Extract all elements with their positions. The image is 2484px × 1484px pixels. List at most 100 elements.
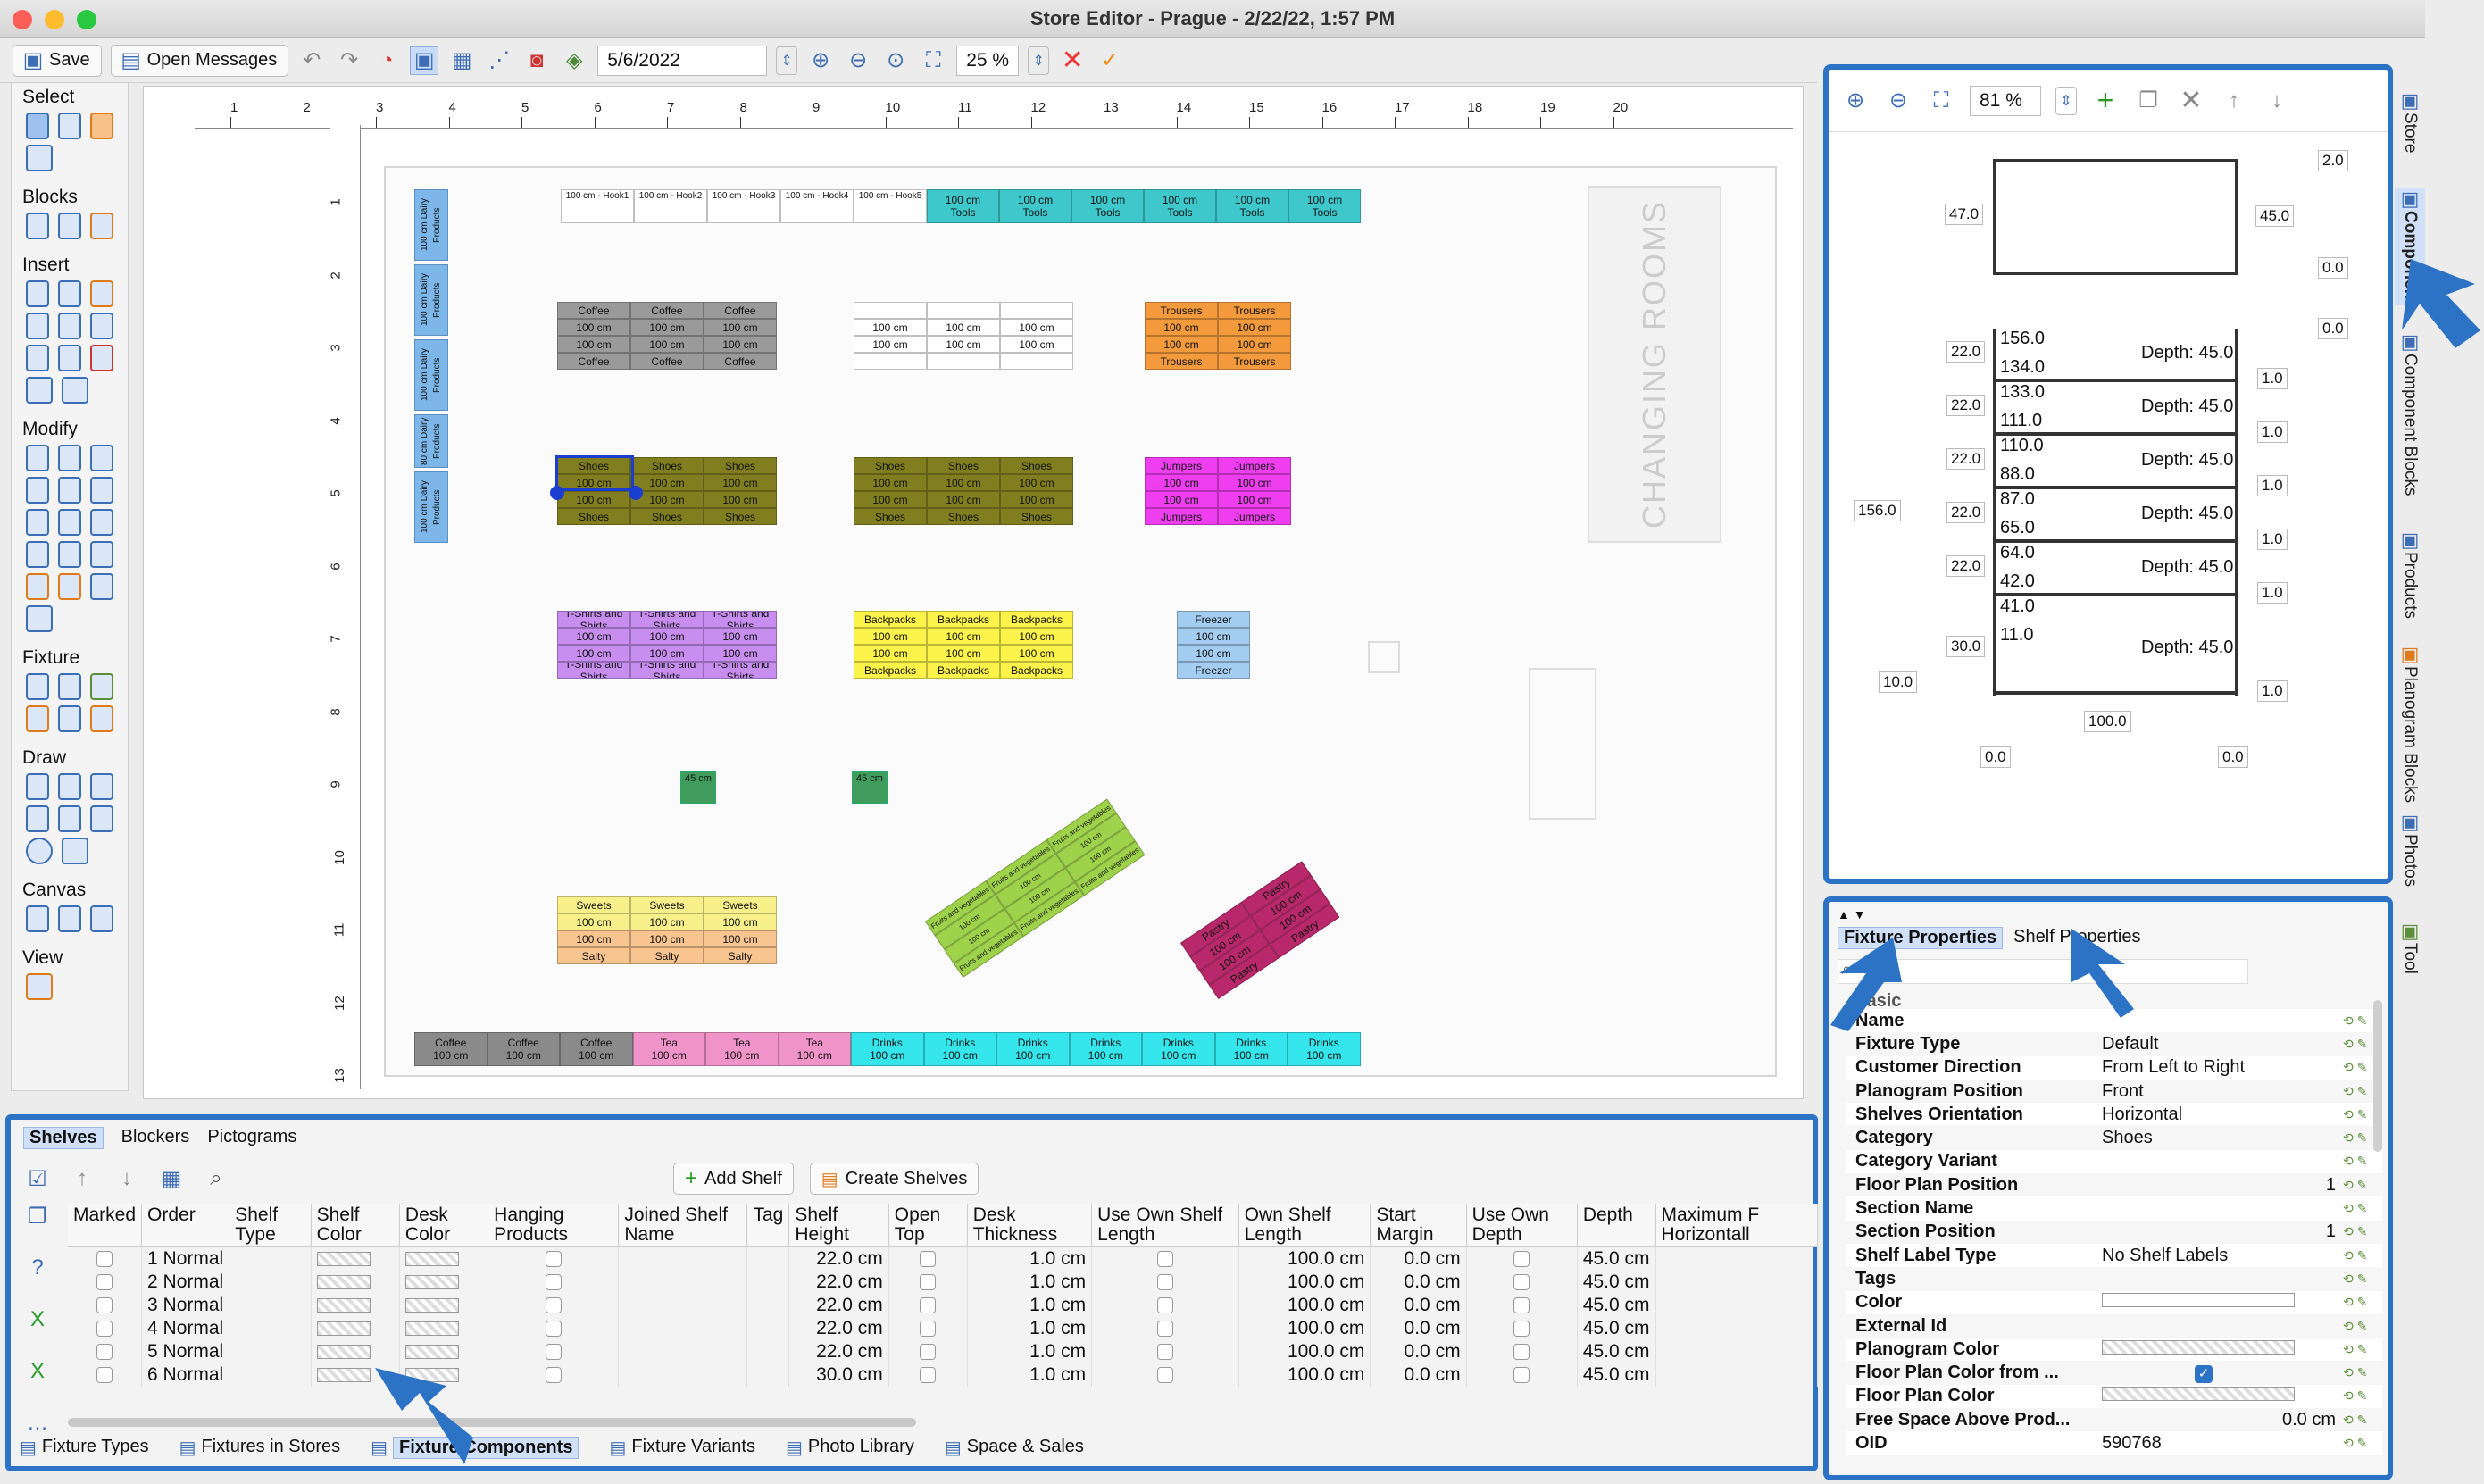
- sweets-fixture[interactable]: Sweets Sweets Sweets 100 cm 100 cm 100 cm 100 …: [557, 896, 777, 964]
- tab-blockers[interactable]: Blockers: [121, 1127, 190, 1146]
- duplicate-icon[interactable]: ❐: [2138, 88, 2158, 113]
- zoom-in-icon[interactable]: ⊕: [812, 48, 830, 72]
- property-row[interactable]: OID 590768 ⟲ ✎: [1846, 1431, 2382, 1455]
- column-header[interactable]: Own Shelf Length: [1238, 1204, 1371, 1247]
- point-select-icon[interactable]: [58, 113, 81, 139]
- color-swatch[interactable]: [404, 1321, 459, 1336]
- color-swatch[interactable]: [404, 1274, 459, 1289]
- table-cell[interactable]: [888, 1339, 968, 1363]
- column-header[interactable]: Shelf Type: [229, 1204, 312, 1247]
- row-checkbox[interactable]: [96, 1343, 113, 1360]
- color-swatch[interactable]: [316, 1297, 371, 1313]
- table-cell[interactable]: [68, 1363, 143, 1387]
- property-row[interactable]: Tags ⟲ ✎: [1846, 1267, 2382, 1290]
- row-checkbox[interactable]: [1156, 1320, 1173, 1337]
- search-icon[interactable]: ⌕: [210, 1166, 222, 1190]
- row-checkbox[interactable]: [96, 1366, 113, 1383]
- table-cell[interactable]: [488, 1246, 620, 1271]
- row-checkbox[interactable]: [1513, 1273, 1530, 1290]
- table-row[interactable]: 4 Normal 22.0 cm 1.0 cm 100.0 cm 0.0 cm 45.0 …: [68, 1316, 1819, 1340]
- table-cell[interactable]: [1091, 1316, 1239, 1340]
- column-header[interactable]: Use Own Shelf Length: [1091, 1204, 1239, 1247]
- create-shelves-button[interactable]: ▤ Create Shelves: [809, 1163, 979, 1195]
- fixture-replace-icon[interactable]: [58, 673, 81, 700]
- column-header[interactable]: Desk Color: [399, 1204, 489, 1247]
- align-right-icon[interactable]: [90, 509, 113, 536]
- column-header[interactable]: Order: [141, 1204, 230, 1247]
- move-icon[interactable]: [26, 445, 49, 471]
- trousers-fixture[interactable]: Trousers Trousers 100 cm 100 cm 100 cm 100 cm…: [1145, 302, 1291, 370]
- tab-shelves[interactable]: Shelves: [23, 1127, 104, 1149]
- column-header[interactable]: Desk Thickness: [967, 1204, 1093, 1247]
- row-checkbox[interactable]: [920, 1366, 937, 1383]
- insert-text-icon[interactable]: [26, 313, 49, 339]
- draw-line-icon[interactable]: [26, 773, 49, 800]
- side-tab-component[interactable]: ▣ Component: [2395, 188, 2425, 305]
- group-block-icon[interactable]: [90, 213, 113, 239]
- group-icon[interactable]: [26, 573, 49, 600]
- column-header[interactable]: Start Margin: [1370, 1204, 1467, 1247]
- color-swatch[interactable]: [316, 1321, 371, 1336]
- property-row[interactable]: External Id ⟲ ✎: [1846, 1314, 2382, 1338]
- order-icon[interactable]: [26, 605, 53, 632]
- component-zoom-field[interactable]: 81 %: [1970, 85, 2041, 116]
- table-cell[interactable]: [68, 1246, 143, 1271]
- bottom-tab[interactable]: Space & Sales: [966, 1437, 1084, 1456]
- bottom-row-fixtures[interactable]: Coffee 100 cm Coffee 100 cm Coffee 100 cm Tea 1…: [414, 1032, 1361, 1066]
- property-value[interactable]: [2102, 1386, 2343, 1406]
- column-header[interactable]: Use Own Depth: [1466, 1204, 1578, 1247]
- undo-icon[interactable]: ↶: [303, 48, 321, 72]
- row-checkbox[interactable]: [545, 1320, 562, 1337]
- add-shelf-button[interactable]: + Add Shelf: [673, 1163, 794, 1195]
- row-checkbox[interactable]: [545, 1251, 562, 1268]
- property-actions-icon[interactable]: ⟲ ✎: [2343, 1036, 2368, 1051]
- move-up-icon[interactable]: ↑: [77, 1166, 88, 1190]
- collapse-arrows-icon[interactable]: ▲ ▼: [1838, 907, 1866, 921]
- row-checkbox[interactable]: [920, 1251, 937, 1268]
- property-value[interactable]: Horizontal: [2102, 1104, 2183, 1124]
- property-value[interactable]: No Shelf Labels: [2102, 1245, 2229, 1265]
- align-base-icon[interactable]: [90, 541, 113, 568]
- property-actions-icon[interactable]: ⟲ ✎: [2343, 1130, 2368, 1146]
- blank-fixture[interactable]: 100 cm 100 cm 100 cm 100 cm 100 cm 100 cm: [854, 302, 1073, 370]
- shoes-fixture[interactable]: Shoes Shoes Shoes 100 cm 100 cm 100 cm 100 cm 1…: [854, 457, 1073, 525]
- distribute-icon[interactable]: [58, 477, 81, 504]
- table-row[interactable]: 6 Normal 30.0 cm 1.0 cm 100.0 cm 0.0 cm 45.0 …: [68, 1363, 1819, 1387]
- property-row[interactable]: Planogram Position Front ⟲ ✎: [1846, 1080, 2382, 1103]
- component-fit-icon[interactable]: ⛶: [1933, 88, 1949, 113]
- gauge-icon[interactable]: ◔: [379, 47, 394, 72]
- canvas-grid-icon[interactable]: [90, 905, 113, 932]
- tools-fixture[interactable]: 100 cm Tools 100 cm Tools 100 cm Tools 100 …: [927, 189, 1361, 223]
- copy-shelf-icon[interactable]: ❐: [28, 1204, 47, 1229]
- table-cell[interactable]: [488, 1339, 620, 1363]
- color-swatch[interactable]: [2102, 1387, 2295, 1402]
- row-checkbox[interactable]: [1156, 1366, 1173, 1383]
- color-swatch[interactable]: [316, 1367, 371, 1382]
- property-value[interactable]: From Left to Right: [2102, 1057, 2246, 1078]
- side-tab-tool[interactable]: ▣ Tool: [2395, 920, 2425, 974]
- table-cell[interactable]: [1466, 1316, 1578, 1340]
- column-header[interactable]: Hanging Products: [488, 1204, 620, 1247]
- fixture-label-icon[interactable]: [90, 673, 113, 700]
- fixture-edit-icon[interactable]: [26, 673, 49, 700]
- table-cell[interactable]: [1466, 1246, 1578, 1271]
- component-zoom-in-icon[interactable]: ⊕: [1846, 88, 1865, 113]
- zoom-out-icon[interactable]: ⊖: [849, 48, 868, 72]
- property-row[interactable]: Floor Plan Color from ... ✓ ⟲ ✎: [1846, 1361, 2382, 1384]
- draw-polygon-icon[interactable]: [62, 838, 88, 864]
- color-swatch[interactable]: [404, 1252, 459, 1267]
- row-checkbox[interactable]: [920, 1273, 937, 1290]
- color-swatch[interactable]: [316, 1252, 371, 1267]
- column-header[interactable]: Marked: [68, 1204, 143, 1247]
- row-checkbox[interactable]: [1513, 1366, 1530, 1383]
- insert-tag-icon[interactable]: [90, 280, 113, 307]
- table-cell[interactable]: [1091, 1270, 1239, 1294]
- property-value[interactable]: 0.0 cm: [2281, 1409, 2336, 1430]
- backpacks-fixture[interactable]: Backpacks Backpacks Backpacks 100 cm 100 cm 1…: [854, 611, 1073, 679]
- property-row[interactable]: Section Name ⟲ ✎: [1846, 1196, 2382, 1221]
- table-row[interactable]: 5 Normal 22.0 cm 1.0 cm 100.0 cm 0.0 cm 45.0 …: [68, 1339, 1819, 1363]
- hooks-fixture[interactable]: 100 cm - Hook1 100 cm - Hook2 100 cm - Hoo…: [561, 189, 927, 223]
- zoom-stepper[interactable]: ⇕: [1028, 46, 1050, 75]
- property-row[interactable]: Floor Plan Position 1 ⟲ ✎: [1846, 1173, 2382, 1196]
- property-value[interactable]: [2102, 1339, 2343, 1360]
